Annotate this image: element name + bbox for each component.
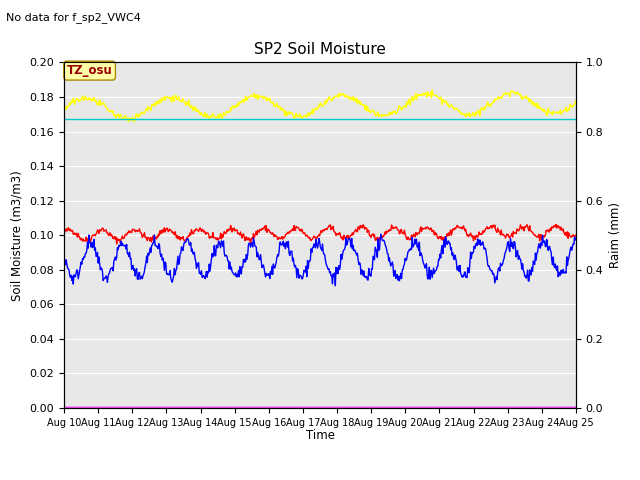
Line: sp2_VWC2: sp2_VWC2 <box>64 234 576 286</box>
Y-axis label: Raim (mm): Raim (mm) <box>609 202 622 268</box>
sp2_VWC1 <box>552 222 560 228</box>
sp2_VWC3 <box>174 405 182 411</box>
sp2_VWC2 <box>69 281 77 287</box>
sp2_VWC3 <box>572 405 580 411</box>
sp2_VWC7 <box>382 116 390 121</box>
sp2_VWC6 <box>201 404 209 409</box>
sp2_VWC2 <box>60 252 68 257</box>
sp2_VWC3 <box>382 405 390 411</box>
sp2_VWC2 <box>201 276 209 281</box>
sp2_VWC1 <box>113 241 120 247</box>
sp2_Rain <box>174 404 182 410</box>
Line: sp2_VWC1: sp2_VWC1 <box>64 225 576 244</box>
sp2_VWC5 <box>383 112 390 118</box>
sp2_VWC1 <box>60 229 68 235</box>
Text: No data for f_sp2_VWC4: No data for f_sp2_VWC4 <box>6 12 141 23</box>
sp2_VWC5 <box>397 108 405 113</box>
sp2_VWC5 <box>572 99 580 105</box>
sp2_VWC5 <box>202 115 209 120</box>
sp2_Rain <box>397 404 404 410</box>
sp2_VWC1 <box>69 231 77 237</box>
sp2_VWC2 <box>122 246 130 252</box>
sp2_VWC1 <box>397 227 405 233</box>
sp2_VWC5 <box>122 113 130 119</box>
sp2_VWC6 <box>572 404 580 409</box>
sp2_VWC2 <box>174 253 182 259</box>
sp2_VWC2 <box>383 251 391 256</box>
sp2_VWC6 <box>174 404 182 409</box>
sp2_VWC6 <box>60 404 68 409</box>
sp2_VWC1 <box>202 231 209 237</box>
sp2_VWC5 <box>60 105 68 111</box>
sp2_VWC6 <box>382 404 390 409</box>
Text: TZ_osu: TZ_osu <box>67 64 113 77</box>
sp2_VWC3 <box>397 405 404 411</box>
sp2_VWC2 <box>377 231 385 237</box>
sp2_VWC2 <box>399 267 406 273</box>
sp2_VWC1 <box>383 228 390 234</box>
sp2_VWC1 <box>572 232 580 238</box>
sp2_VWC6 <box>397 404 404 409</box>
Line: sp2_VWC5: sp2_VWC5 <box>64 90 576 122</box>
sp2_VWC7 <box>397 116 404 121</box>
sp2_VWC7 <box>69 116 77 121</box>
sp2_VWC2 <box>572 236 580 241</box>
sp2_VWC1 <box>123 232 131 238</box>
sp2_Rain <box>201 404 209 410</box>
sp2_VWC7 <box>174 116 182 121</box>
sp2_VWC3 <box>69 405 77 411</box>
sp2_VWC1 <box>175 234 182 240</box>
sp2_VWC3 <box>122 405 130 411</box>
sp2_VWC6 <box>122 404 130 409</box>
sp2_Rain <box>572 404 580 410</box>
sp2_VWC6 <box>69 404 77 409</box>
sp2_Rain <box>69 404 77 410</box>
sp2_VWC3 <box>60 405 68 411</box>
sp2_Rain <box>122 404 130 410</box>
Title: SP2 Soil Moisture: SP2 Soil Moisture <box>254 42 386 57</box>
sp2_VWC5 <box>428 87 436 93</box>
sp2_VWC5 <box>69 96 77 101</box>
sp2_VWC5 <box>131 119 138 125</box>
sp2_Rain <box>382 404 390 410</box>
sp2_VWC7 <box>122 116 130 121</box>
sp2_VWC7 <box>572 116 580 121</box>
sp2_VWC2 <box>332 283 339 288</box>
X-axis label: Time: Time <box>305 429 335 442</box>
sp2_VWC3 <box>201 405 209 411</box>
sp2_VWC7 <box>201 116 209 121</box>
Y-axis label: Soil Moisture (m3/m3): Soil Moisture (m3/m3) <box>11 170 24 300</box>
sp2_Rain <box>60 404 68 410</box>
sp2_VWC7 <box>60 116 68 121</box>
sp2_VWC5 <box>175 94 182 100</box>
